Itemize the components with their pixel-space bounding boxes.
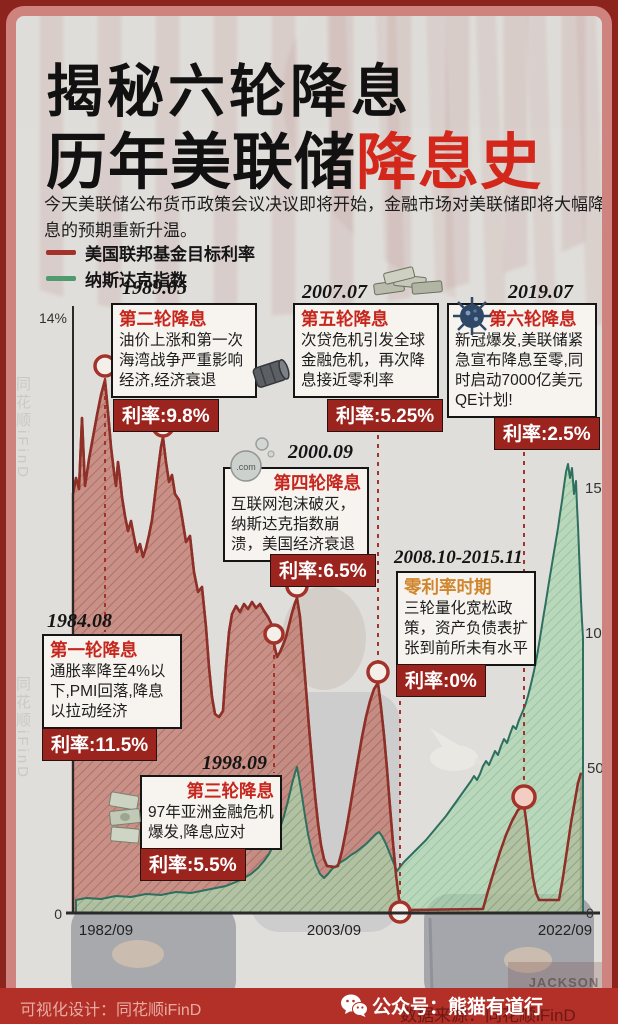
y-left-top-tick: 14% [39, 310, 67, 326]
round2-rate-badge: 利率:9.8% [113, 399, 219, 432]
round2-box: 第二轮降息 油价上涨和第一次海湾战争严重影响经济,经济衰退 [111, 303, 257, 398]
poster-frame: 同花顺iFinD 同花顺iFinD 揭秘六轮降息 历年美联储降息史 今天美联储公… [6, 6, 612, 1024]
round4-body: 互联网泡沫破灭，纳斯达克指数崩溃，美国经济衰退 [231, 496, 356, 553]
round1-title: 第一轮降息 [50, 640, 138, 660]
dotcom-bubble-icon: .com [228, 434, 276, 491]
round5-rate-badge: 利率:5.25% [327, 399, 444, 432]
legend-rate: 美国联邦基金目标利率 [46, 240, 255, 265]
title-red-part: 降息史 [356, 128, 543, 196]
round1-box: 第一轮降息 通胀率降至4%以下,PMI回落,降息以拉动经济 [42, 634, 182, 729]
round3-rate-badge: 利率:5.5% [140, 848, 246, 881]
marker-2019 [511, 784, 537, 810]
round4-date: 2000.09 [288, 441, 353, 463]
round2-date: 1989.05 [122, 277, 187, 299]
axis-labels: 14% 0 0 15000 10000 5000 1982/09 2003/09… [39, 310, 612, 939]
dashed-connectors [104, 378, 525, 900]
page-title-line2: 历年美联储降息史 [46, 112, 542, 201]
marker-2007 [366, 660, 390, 684]
axes [66, 306, 600, 915]
rate-legend-label: 美国联邦基金目标利率 [85, 245, 255, 264]
footer-band: 可视化设计：同花顺iFinD 数据来源：同花顺iFinD 公众号：熊猫有道行 [0, 988, 618, 1024]
public-account-label: 公众号：熊猫有道行 [372, 997, 544, 1018]
round1-date: 1984.08 [47, 610, 112, 632]
oil-barrel-icon [249, 354, 291, 401]
round5-body: 次贷危机引发全球金融危机，再次降息接近零利率 [301, 332, 426, 389]
nasdaq-legend-swatch [46, 276, 76, 281]
zero-period-box: 零利率时期 三轮量化宽松政策，资产负债表扩张到前所未有水平 [396, 571, 536, 666]
round3-date: 1998.09 [202, 752, 267, 774]
round3-box: 第三轮降息 97年亚洲金融危机爆发,降息应对 [140, 775, 282, 850]
y-right-zero-tick: 0 [586, 905, 594, 921]
round4-title: 第四轮降息 [273, 473, 362, 493]
x-tick-1982: 1982/09 [79, 922, 133, 939]
zero-period-title: 零利率时期 [404, 577, 492, 597]
zero-period-rate-badge: 利率:0% [396, 664, 486, 697]
round1-body: 通胀率降至4%以下,PMI回落,降息以拉动经济 [50, 663, 166, 720]
y-left-zero-tick: 0 [54, 906, 62, 922]
round5-date: 2007.07 [302, 281, 367, 303]
zero-period-date: 2008.10-2015.11 [394, 547, 523, 568]
round4-rate-badge: 利率:6.5% [270, 554, 376, 587]
design-credit: 可视化设计：同花顺iFinD [20, 1002, 202, 1019]
side-watermark-2: 同花顺iFinD [14, 676, 31, 781]
x-tick-2003: 2003/09 [307, 922, 361, 939]
round5-box: 第五轮降息 次贷危机引发全球金融危机，再次降息接近零利率 [293, 303, 439, 398]
round3-body: 97年亚洲金融危机爆发,降息应对 [148, 804, 274, 841]
nasdaq-legend-label: 纳斯达克指数 [85, 271, 187, 290]
round6-rate-badge: 利率:2.5% [494, 417, 600, 450]
x-tick-2022: 2022/09 [538, 922, 592, 939]
round4-box: 第四轮降息 互联网泡沫破灭，纳斯达克指数崩溃，美国经济衰退 [223, 467, 369, 562]
round3-title: 第三轮降息 [186, 781, 275, 801]
side-watermark: 同花顺iFinD [14, 376, 31, 481]
svg-text:.com: .com [236, 462, 256, 472]
zero-period-body: 三轮量化宽松政策，资产负债表扩张到前所未有水平 [404, 600, 529, 657]
legend-nasdaq: 纳斯达克指数 [46, 266, 187, 291]
round6-body: 新冠爆发,美联储紧急宣布降息至零,同时启动7000亿美元QE计划! [455, 332, 584, 409]
round5-title: 第五轮降息 [301, 309, 389, 329]
wechat-icon [340, 993, 368, 1024]
round2-body: 油价上涨和第一次海湾战争严重影响经济,经济衰退 [119, 332, 244, 389]
y-right-tick-10000: 10000 [585, 625, 612, 642]
virus-icon [450, 294, 494, 343]
data-source-watermark: 数据来源：同花顺iFinD [400, 1006, 576, 1024]
cash-pile-icon [368, 264, 446, 307]
round6-title: 第六轮降息 [489, 309, 577, 329]
subtitle: 今天美联储公布货币政策会议决议即将开始，金融市场对美联储即将大幅降息的预期重新升… [44, 195, 605, 241]
page-title-line1: 揭秘六轮降息 [46, 60, 412, 124]
dove-shape [430, 728, 490, 771]
round6-date: 2019.07 [508, 281, 573, 303]
title-black-part: 历年美联储 [46, 128, 357, 196]
round1-rate-badge: 利率:11.5% [42, 728, 158, 761]
y-right-tick-5000: 5000 [587, 760, 612, 777]
y-right-tick-15000: 15000 [585, 480, 612, 497]
round2-title: 第二轮降息 [119, 309, 207, 329]
money-bills-icon [106, 788, 146, 853]
marker-1998 [263, 623, 285, 645]
rate-legend-swatch [46, 250, 76, 255]
